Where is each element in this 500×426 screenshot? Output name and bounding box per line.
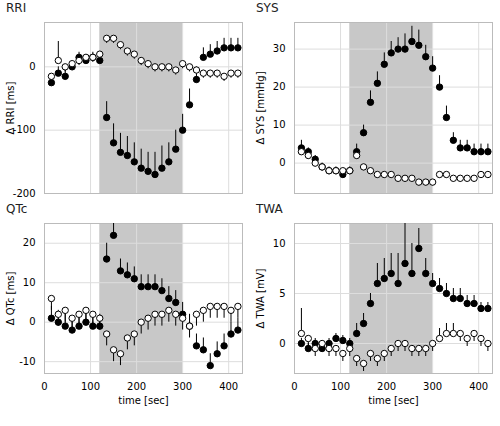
svg-text:-200: -200 — [13, 188, 36, 199]
svg-text:100: 100 — [331, 381, 350, 392]
svg-text:20: 20 — [23, 237, 36, 248]
svg-text:200: 200 — [377, 381, 396, 392]
svg-text:20: 20 — [273, 81, 286, 92]
svg-text:300: 300 — [173, 381, 192, 392]
svg-text:0: 0 — [279, 157, 285, 168]
svg-text:Δ TWA [mV]: Δ TWA [mV] — [255, 268, 266, 328]
svg-text:Δ SYS [mmHg]: Δ SYS [mmHg] — [255, 71, 266, 144]
svg-text:time [sec]: time [sec] — [118, 395, 169, 406]
svg-text:10: 10 — [273, 119, 286, 130]
svg-text:0: 0 — [291, 381, 297, 392]
html-text:QTc: QTc — [6, 202, 28, 216]
svg-text:300: 300 — [423, 381, 442, 392]
svg-text:-100: -100 — [13, 124, 36, 135]
svg-text:0: 0 — [29, 316, 35, 327]
svg-text:10: 10 — [273, 238, 286, 249]
html-text:SYS: SYS — [256, 1, 279, 15]
svg-text:0: 0 — [29, 61, 35, 72]
svg-text:200: 200 — [127, 381, 146, 392]
svg-text:400: 400 — [219, 381, 238, 392]
svg-text:Δ RRI [ms]: Δ RRI [ms] — [5, 82, 16, 135]
svg-text:10: 10 — [23, 277, 36, 288]
html-text:RRI: RRI — [6, 1, 27, 15]
html-text:TWA: TWA — [256, 202, 283, 216]
svg-text:100: 100 — [81, 381, 100, 392]
svg-text:-10: -10 — [19, 356, 35, 367]
svg-text:0: 0 — [279, 338, 285, 349]
svg-text:Δ QTc [ms]: Δ QTc [ms] — [5, 272, 16, 326]
svg-text:30: 30 — [273, 43, 286, 54]
svg-text:400: 400 — [469, 381, 488, 392]
svg-text:5: 5 — [279, 288, 285, 299]
svg-text:0: 0 — [41, 381, 47, 392]
svg-text:time [sec]: time [sec] — [368, 395, 419, 406]
